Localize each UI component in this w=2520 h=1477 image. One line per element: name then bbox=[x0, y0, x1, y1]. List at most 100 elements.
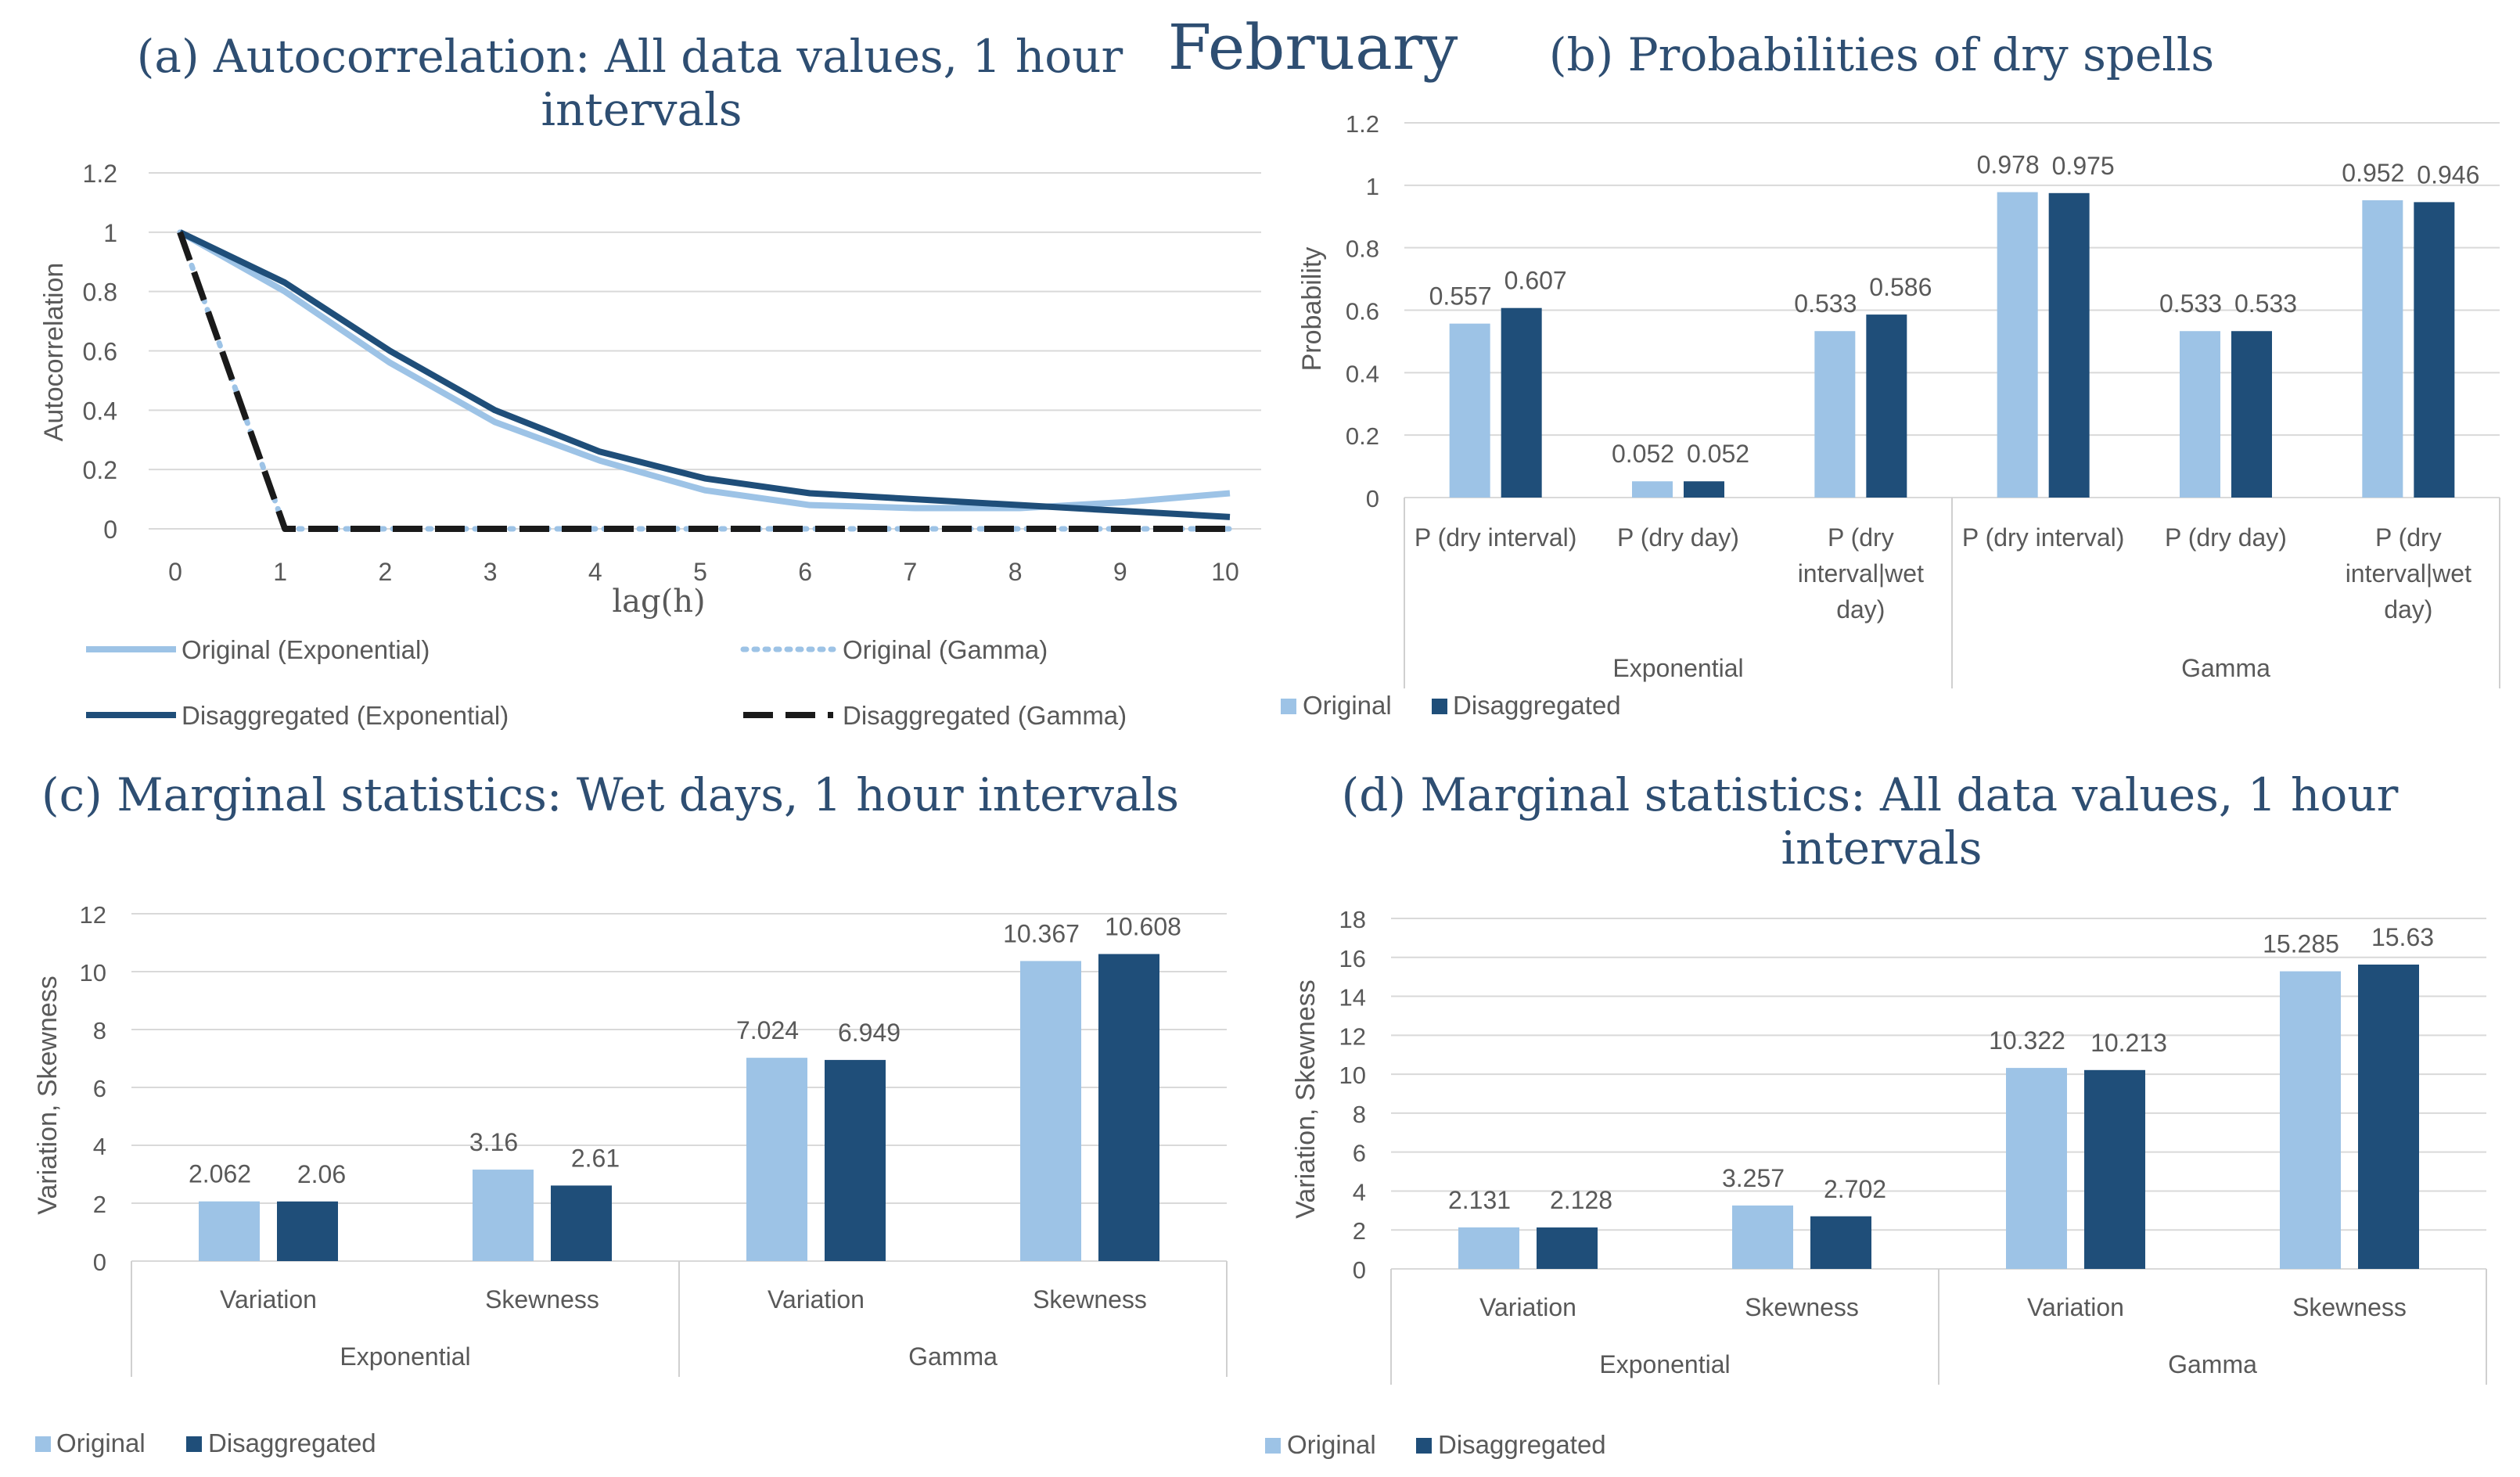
chart-a-y-tick-labels: 0 0.2 0.4 0.6 0.8 1 1.2 bbox=[83, 160, 117, 544]
legend-label-original-exponential: Original (Exponential) bbox=[182, 635, 430, 664]
y-tick-label: 0 bbox=[1366, 485, 1379, 512]
y-tick-label: 16 bbox=[1339, 945, 1366, 972]
category-label: Variation bbox=[2027, 1293, 2124, 1321]
chart-b-data-labels: 0.557 0.052 0.533 0.978 0.533 0.952 0.607 0.052… bbox=[1429, 151, 2480, 469]
bar-original-3 bbox=[1814, 331, 1856, 498]
bar-original-3 bbox=[2006, 1068, 2067, 1269]
chart-b-ylabel: Probability bbox=[1297, 247, 1327, 372]
chart-d-category-axis: Variation Skewness Variation Skewness Expone… bbox=[1390, 1269, 2487, 1385]
series-line-disaggregated-exponential bbox=[178, 229, 1231, 520]
y-tick-label: 0.4 bbox=[1346, 360, 1379, 387]
y-tick-label: 0 bbox=[103, 516, 117, 544]
data-label: 3.257 bbox=[1722, 1164, 1785, 1192]
legend-label-original: Original bbox=[1303, 691, 1392, 720]
category-label: P (dry day) bbox=[2165, 523, 2287, 552]
bar-disaggregated-1 bbox=[1501, 307, 1542, 498]
data-label: 0.533 bbox=[2159, 289, 2222, 318]
category-label: Skewness bbox=[2292, 1293, 2407, 1321]
x-tick-label: 4 bbox=[588, 558, 602, 586]
y-tick-label: 18 bbox=[1339, 906, 1366, 933]
group-label-exponential: Exponential bbox=[1612, 654, 1743, 682]
data-label: 10.213 bbox=[2090, 1029, 2167, 1057]
x-tick-label: 6 bbox=[798, 558, 812, 586]
category-label: interval|wet bbox=[2346, 559, 2471, 588]
group-label-gamma: Gamma bbox=[2168, 1350, 2257, 1378]
chart-b-title: (b) Probabilities of dry spells bbox=[1549, 28, 2214, 81]
y-tick-label: 0 bbox=[1353, 1256, 1366, 1284]
category-label: P (dry interval) bbox=[1962, 523, 2124, 552]
chart-d-data-labels: 2.131 3.257 10.322 15.285 2.128 2.702 10.213 15… bbox=[1448, 923, 2434, 1214]
data-label: 10.367 bbox=[1003, 919, 1080, 947]
legend-label-disaggregated-gamma: Disaggregated (Gamma) bbox=[843, 701, 1127, 730]
chart-d-y-tick-labels: 0 2 4 6 8 10 12 14 16 18 bbox=[1339, 906, 1366, 1284]
x-tick-label: 3 bbox=[484, 558, 498, 586]
bar-disaggregated-2 bbox=[1810, 1216, 1871, 1269]
bar-original-3 bbox=[746, 1058, 807, 1261]
x-tick-label: 0 bbox=[168, 558, 182, 586]
category-label: Skewness bbox=[1033, 1285, 1147, 1313]
chart-a-series-lines bbox=[177, 229, 1233, 532]
series-line-original-exponential bbox=[178, 229, 1231, 512]
data-label: 10.608 bbox=[1105, 913, 1181, 941]
data-label: 0.052 bbox=[1687, 440, 1749, 468]
bar-disaggregated-1 bbox=[277, 1201, 338, 1261]
legend-swatch-original bbox=[35, 1436, 51, 1452]
legend-swatch-disaggregated bbox=[1416, 1438, 1432, 1454]
group-label-gamma: Gamma bbox=[908, 1342, 998, 1371]
y-tick-label: 0 bbox=[93, 1249, 106, 1276]
legend-label-disaggregated: Disaggregated bbox=[1438, 1430, 1606, 1459]
y-tick-label: 2 bbox=[1353, 1217, 1366, 1245]
chart-c-data-labels: 2.062 3.16 7.024 10.367 2.06 2.61 6.949 10.608 bbox=[189, 913, 1181, 1188]
chart-c-ylabel: Variation, Skewness bbox=[33, 976, 63, 1215]
y-tick-label: 1 bbox=[1366, 173, 1379, 200]
bar-original-4 bbox=[1020, 961, 1081, 1261]
chart-a: (a) Autocorrelation: All data values, 1 … bbox=[39, 30, 1261, 730]
y-tick-label: 0.4 bbox=[83, 397, 117, 425]
chart-c: (c) Marginal statistics: Wet days, 1 hou… bbox=[33, 768, 1228, 1457]
y-tick-label: 4 bbox=[93, 1133, 106, 1160]
group-label-exponential: Exponential bbox=[1599, 1350, 1730, 1378]
group-label-gamma: Gamma bbox=[2181, 654, 2270, 682]
legend-swatch-original bbox=[1281, 699, 1296, 714]
data-label: 2.06 bbox=[297, 1160, 346, 1188]
y-tick-label: 6 bbox=[93, 1075, 106, 1102]
chart-d-bars bbox=[1458, 964, 2419, 1269]
legend-swatch-disaggregated bbox=[186, 1436, 202, 1452]
x-tick-label: 9 bbox=[1113, 558, 1127, 586]
chart-c-category-axis: Variation Skewness Variation Skewness Expone… bbox=[131, 1261, 1228, 1377]
chart-c-y-tick-labels: 0 2 4 6 8 10 12 bbox=[80, 901, 106, 1276]
category-label: Variation bbox=[1479, 1293, 1576, 1321]
data-label: 2.128 bbox=[1550, 1186, 1612, 1214]
category-label: Variation bbox=[768, 1285, 865, 1313]
bar-disaggregated-3 bbox=[2084, 1069, 2145, 1269]
y-tick-label: 0.6 bbox=[83, 338, 117, 366]
chart-a-x-tick-labels: 0 1 2 3 4 5 6 7 8 9 10 bbox=[168, 558, 1239, 586]
legend-label-disaggregated: Disaggregated bbox=[1453, 691, 1621, 720]
chart-a-title-line1: (a) Autocorrelation: All data values, 1 … bbox=[137, 30, 1123, 83]
category-label: P (dry interval) bbox=[1415, 523, 1576, 552]
category-label: P (dry bbox=[2375, 523, 2442, 552]
bar-disaggregated-2 bbox=[1684, 481, 1724, 498]
x-tick-label: 8 bbox=[1008, 558, 1023, 586]
figure-title: February bbox=[1168, 11, 1458, 84]
y-tick-label: 1 bbox=[103, 219, 117, 247]
chart-b-gridlines bbox=[1404, 122, 2500, 498]
x-tick-label: 5 bbox=[693, 558, 707, 586]
legend-label-original: Original bbox=[56, 1428, 146, 1457]
group-label-exponential: Exponential bbox=[340, 1342, 470, 1371]
y-tick-label: 0.6 bbox=[1346, 298, 1379, 325]
bar-disaggregated-6 bbox=[2414, 202, 2455, 498]
chart-b-y-tick-labels: 0 0.2 0.4 0.6 0.8 1 1.2 bbox=[1346, 110, 1379, 512]
data-label: 0.533 bbox=[1794, 289, 1857, 318]
data-label: 15.63 bbox=[2371, 923, 2434, 951]
data-label: 0.978 bbox=[1977, 151, 2040, 179]
bar-disaggregated-4 bbox=[2048, 192, 2090, 498]
category-label: day) bbox=[2384, 595, 2432, 624]
y-tick-label: 8 bbox=[93, 1017, 106, 1044]
bar-original-5 bbox=[2180, 331, 2220, 498]
category-label: Skewness bbox=[485, 1285, 599, 1313]
bar-disaggregated-1 bbox=[1537, 1227, 1598, 1269]
chart-c-bars bbox=[199, 954, 1159, 1261]
chart-d-title-line1: (d) Marginal statistics: All data values… bbox=[1342, 768, 2399, 821]
data-label: 0.557 bbox=[1429, 282, 1492, 311]
